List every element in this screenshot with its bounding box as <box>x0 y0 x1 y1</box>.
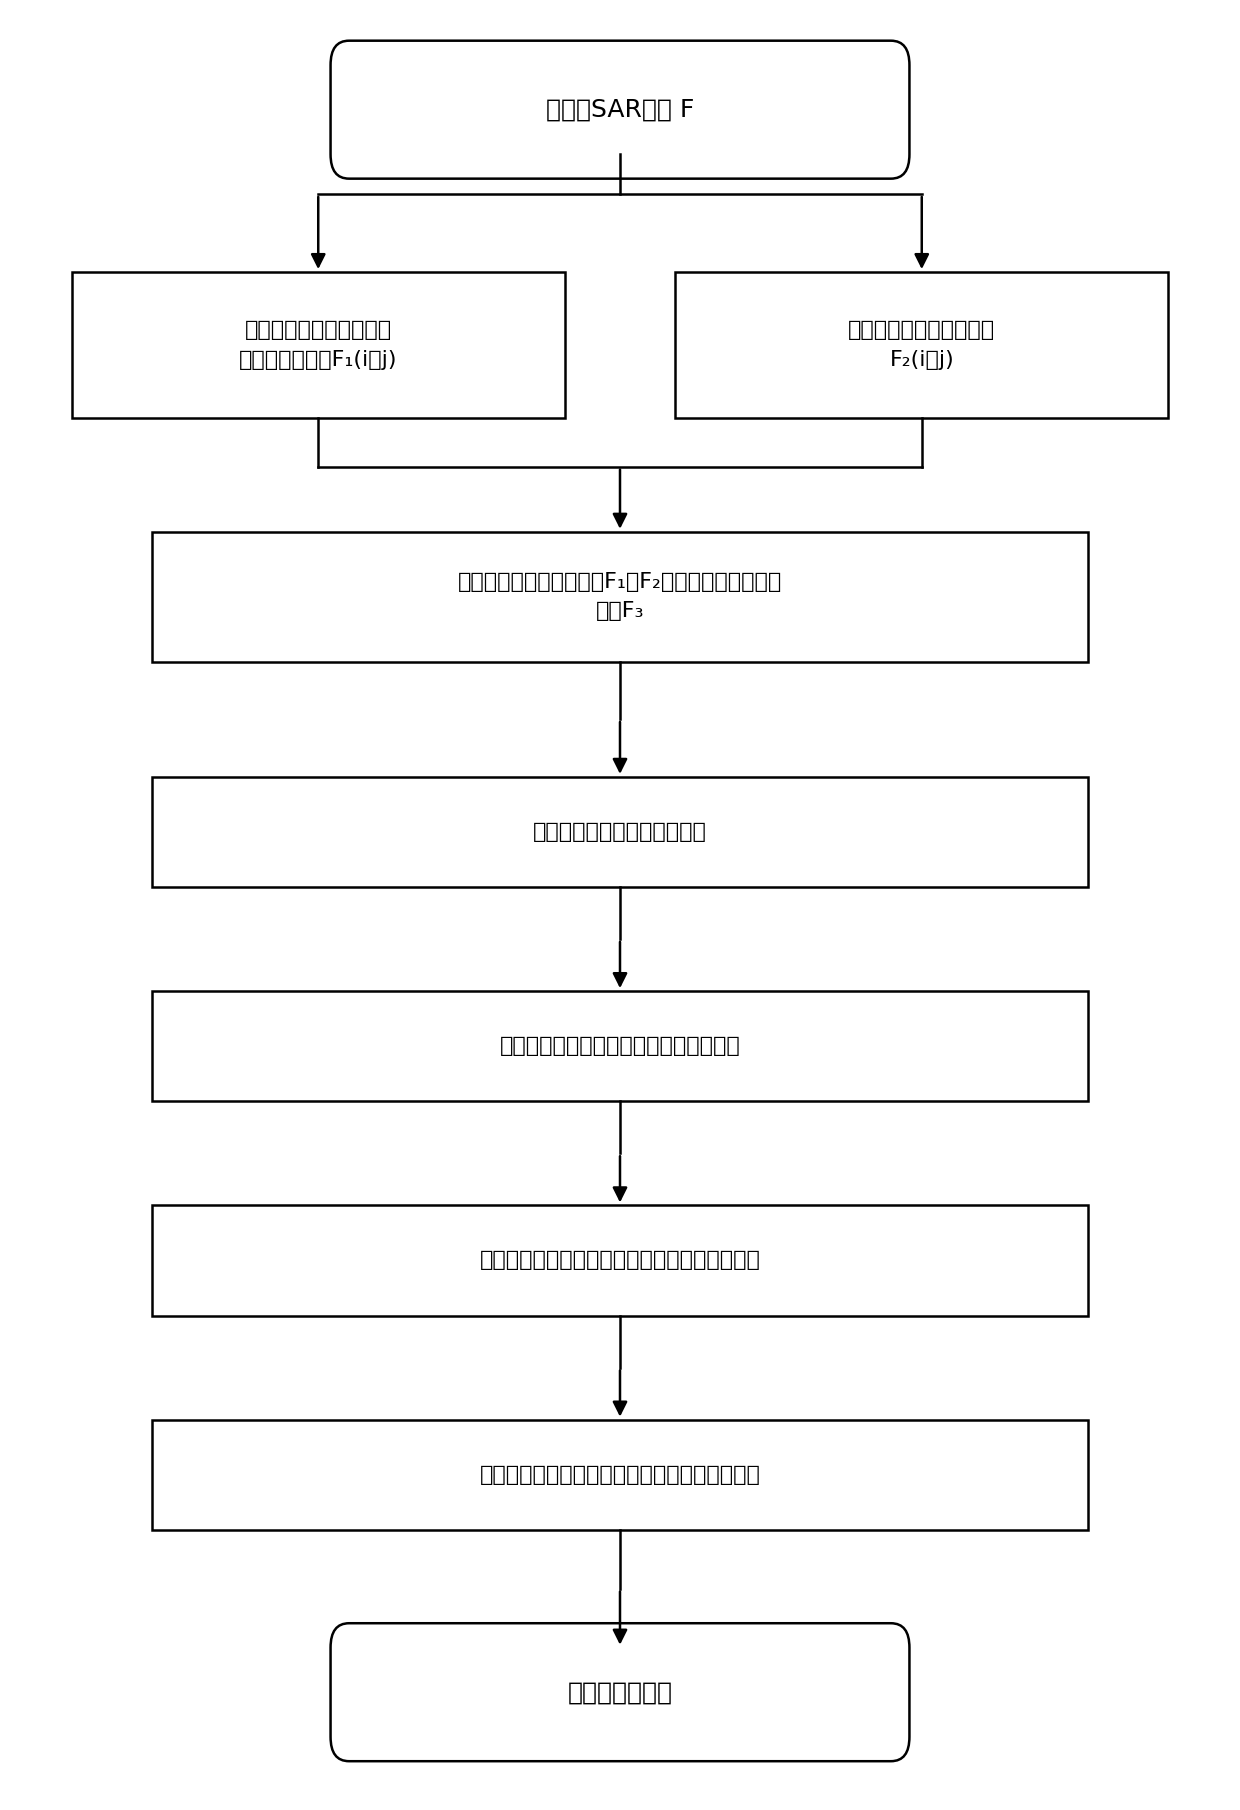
Bar <box>153 1205 1087 1316</box>
Bar <box>153 992 1087 1102</box>
Text: 提取每个像素点小波特征
F₂(i，j): 提取每个像素点小波特征 F₂(i，j) <box>848 320 996 369</box>
Text: 待分类SAR图像 F: 待分类SAR图像 F <box>546 98 694 121</box>
FancyBboxPatch shape <box>331 40 909 179</box>
Bar <box>153 1419 1087 1529</box>
Text: 输出分类结果图: 输出分类结果图 <box>568 1680 672 1705</box>
Text: 加载训练好的参数模型，对测试集进行分类测试: 加载训练好的参数模型，对测试集进行分类测试 <box>480 1464 760 1484</box>
Text: 用训练集训练网络模型，得到训练好的参数模型: 用训练集训练网络模型，得到训练好的参数模型 <box>480 1251 760 1271</box>
Bar <box>676 272 1168 418</box>
Bar <box>153 776 1087 887</box>
Text: 构造训练数据集和测试数据集: 构造训练数据集和测试数据集 <box>533 822 707 842</box>
Text: 构造多尺度卷积融合神经网络的分类模型: 构造多尺度卷积融合神经网络的分类模型 <box>500 1035 740 1057</box>
Bar <box>72 272 564 418</box>
FancyBboxPatch shape <box>331 1624 909 1761</box>
Text: 将待分类图像、特征矩阵F₁和F₂叠加，得到融合特征
矩阵F₃: 将待分类图像、特征矩阵F₁和F₂叠加，得到融合特征 矩阵F₃ <box>458 572 782 621</box>
Bar <box>153 532 1087 661</box>
Text: 提取每个像素点灰度共生
矩阵中同质特征F₁(i，j): 提取每个像素点灰度共生 矩阵中同质特征F₁(i，j) <box>239 320 398 369</box>
